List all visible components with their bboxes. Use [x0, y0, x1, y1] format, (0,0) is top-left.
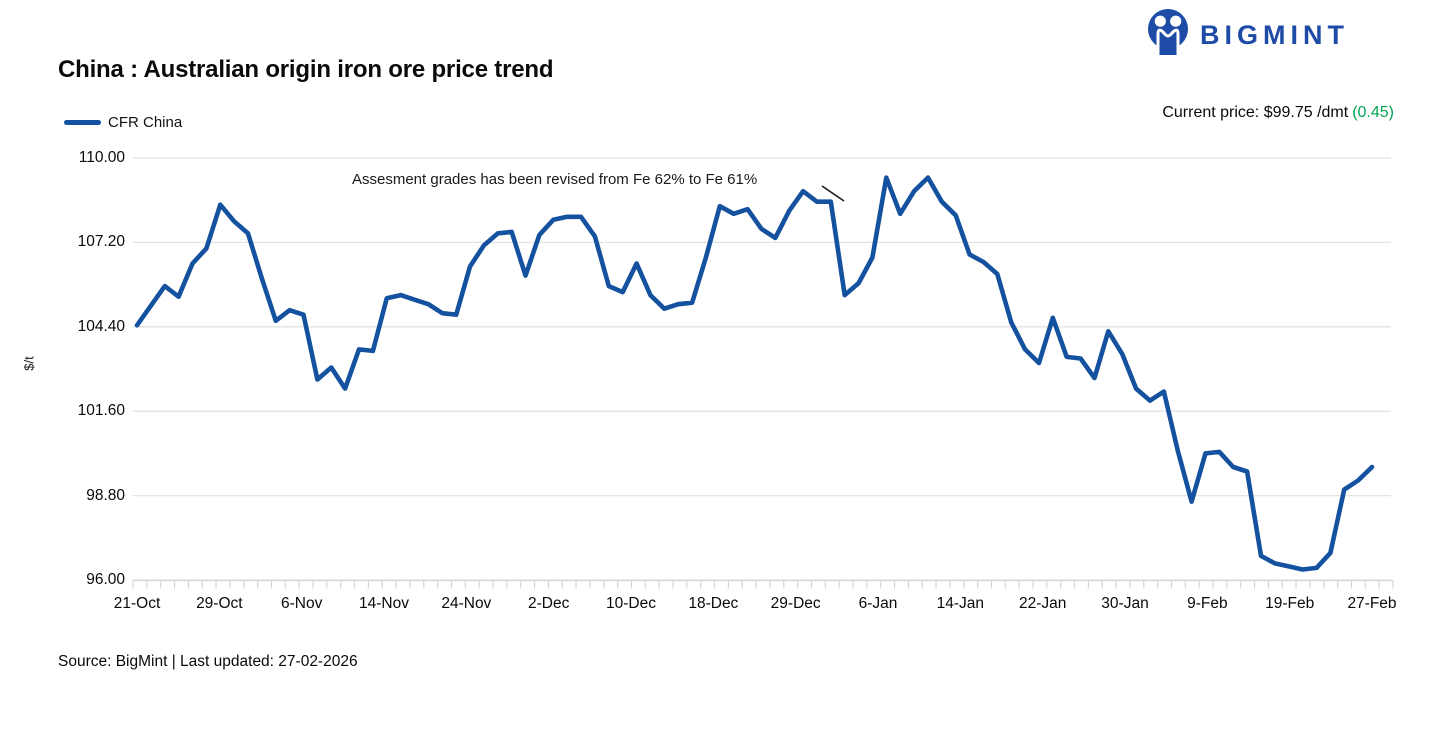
- x-axis-tick-label: 10-Dec: [606, 595, 656, 612]
- x-axis-tick-label: 24-Nov: [441, 595, 492, 612]
- current-price: Current price: $99.75 /dmt (0.45): [1162, 104, 1394, 122]
- x-axis-tick-label: 6-Jan: [858, 595, 898, 612]
- price-line-series: [134, 175, 1375, 572]
- x-axis-tick-label: 14-Jan: [936, 595, 985, 612]
- source-note: Source: BigMint | Last updated: 27-02-20…: [58, 653, 358, 670]
- legend: CFR China: [64, 114, 182, 131]
- x-axis-tick-label: 30-Jan: [1101, 595, 1149, 612]
- x-axis-tick-label: 19-Feb: [1265, 595, 1315, 612]
- y-axis-tick-label: 104.40: [77, 317, 125, 335]
- x-axis-tick-label: 22-Jan: [1018, 595, 1067, 612]
- annotation-pointer-line: [821, 185, 845, 202]
- legend-series-label: CFR China: [108, 114, 183, 131]
- x-axis-tick-label: 6-Nov: [280, 595, 323, 612]
- x-axis-tick-label: 9-Feb: [1187, 595, 1228, 612]
- chart-title: China : Australian origin iron ore price…: [58, 56, 554, 83]
- x-axis-tick-label: 29-Oct: [196, 595, 243, 612]
- x-axis-tick-label: 21-Oct: [113, 595, 161, 612]
- x-axis-tick-label: 27-Feb: [1347, 595, 1397, 612]
- y-axis-tick-label: 96.00: [86, 571, 125, 588]
- legend-line-swatch: [64, 120, 101, 125]
- current-price-change: (0.45): [1352, 104, 1394, 121]
- y-axis-tick-label: 110.00: [78, 149, 125, 166]
- chart-annotation: Assesment grades has been revised from F…: [352, 171, 758, 188]
- current-price-text: Current price: $99.75 /dmt: [1162, 104, 1349, 121]
- y-axis-tick-label: 107.20: [77, 233, 125, 251]
- x-axis-tick-label: 29-Dec: [770, 595, 821, 612]
- y-axis-tick-label: 101.60: [77, 402, 125, 420]
- x-axis-tick-label: 2-Dec: [527, 595, 570, 612]
- x-axis-tick-label: 18-Dec: [688, 595, 739, 612]
- y-axis-title: $/t: [21, 356, 37, 371]
- bigmint-logo-text: BIGMINT: [1200, 19, 1349, 50]
- x-axis-tick-label: 14-Nov: [359, 595, 409, 612]
- bigmint-logo: BIGMINT: [1145, 8, 1349, 62]
- bigmint-logo-icon: [1148, 9, 1188, 55]
- y-axis-tick-label: 98.80: [86, 486, 125, 504]
